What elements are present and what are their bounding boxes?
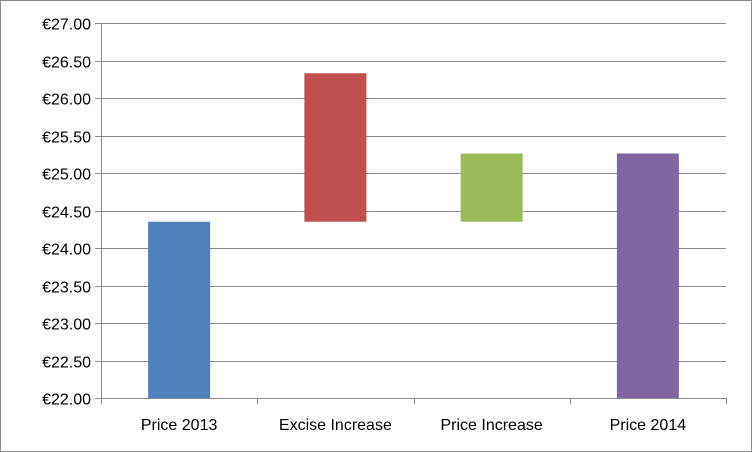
y-tick-label: €24.50: [42, 205, 91, 222]
y-tick-label: €25.50: [42, 130, 91, 147]
y-tick-label: €22.00: [42, 392, 91, 409]
y-tick-label: €25.00: [42, 167, 91, 184]
y-tick-label: €23.50: [42, 280, 91, 297]
y-tick-label: €26.00: [42, 92, 91, 109]
bar-price-increase: [460, 153, 523, 222]
x-tick-labels: Price 2013 Excise Increase Price Increase P…: [141, 417, 686, 434]
y-tick-label: €27.00: [42, 17, 91, 34]
bar-price-2014: [616, 153, 679, 398]
x-tick-label: Price 2013: [141, 417, 218, 434]
x-tick-label: Price 2014: [610, 417, 687, 434]
bar-price-2013: [148, 221, 211, 398]
y-tick-label: €26.50: [42, 55, 91, 72]
y-tick-label: €24.00: [42, 242, 91, 259]
bars: [148, 73, 679, 398]
bar-excise-increase: [304, 73, 367, 222]
y-tick-label: €23.00: [42, 317, 91, 334]
axes: [95, 23, 727, 404]
x-tick-label: Excise Increase: [279, 417, 392, 434]
x-tick-label: Price Increase: [440, 417, 542, 434]
y-tick-label: €22.50: [42, 355, 91, 372]
y-tick-labels: €22.00 €22.50 €23.00 €23.50 €24.00 €24.50 €25.…: [42, 17, 91, 409]
